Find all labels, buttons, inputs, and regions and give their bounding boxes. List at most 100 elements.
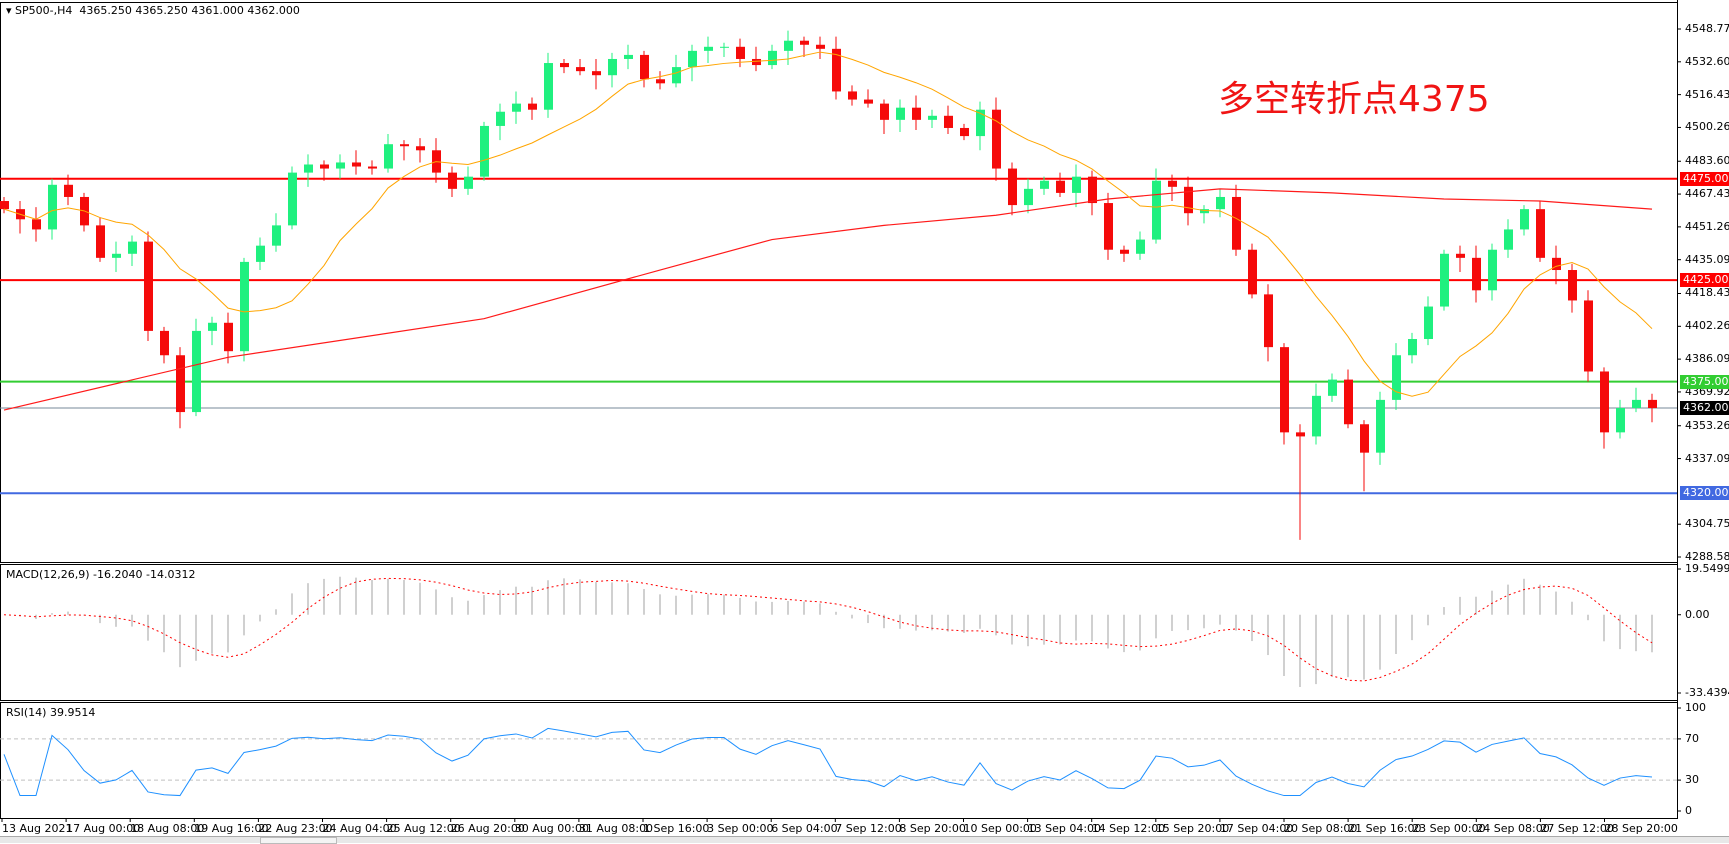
candle-bear — [880, 103, 889, 120]
price-tick-label: 4532.600 — [1685, 54, 1729, 68]
rsi-axis-label: 100 — [1685, 701, 1706, 714]
macd-label: MACD(12,26,9) -16.2040 -14.0312 — [6, 568, 196, 581]
chart-title: ▾ SP500-,H4 4365.250 4365.250 4361.000 4… — [6, 4, 300, 17]
macd-panel — [0, 564, 1678, 701]
candle-bear — [1056, 180, 1065, 193]
candle-bull — [48, 184, 57, 230]
candle-bull — [1200, 209, 1209, 214]
candle-bull — [688, 50, 697, 68]
candle-bear — [1360, 424, 1369, 453]
candle-bear — [576, 67, 585, 72]
price-tick-label: 4435.090 — [1685, 252, 1729, 266]
candle-bull — [240, 261, 249, 352]
time-axis-label: 13 Sep 04:00 — [1027, 822, 1102, 835]
candle-bear — [416, 146, 425, 151]
scrollbar-thumb[interactable] — [260, 837, 337, 844]
annotation-text: 多空转折点4375 — [1218, 79, 1490, 120]
candle-bear — [640, 54, 649, 80]
candle-bull — [1440, 253, 1449, 307]
candle-bull — [496, 111, 505, 126]
level-tag-4425: 4425.000 — [1680, 273, 1729, 288]
candle-bull — [704, 46, 713, 51]
candle-bull — [720, 46, 729, 48]
time-axis-label: 22 Aug 23:00 — [258, 822, 333, 835]
candle-bear — [528, 103, 537, 110]
price-tick-label: 4288.580 — [1685, 550, 1729, 563]
time-axis-label: 23 Sep 00:00 — [1412, 822, 1486, 835]
candle-bull — [512, 103, 521, 112]
candle-bull — [976, 109, 985, 137]
time-axis-label: 27 Sep 12:00 — [1540, 822, 1614, 835]
candle-bear — [912, 107, 921, 120]
candle-bull — [1520, 209, 1529, 230]
price-tick-label: 4548.770 — [1685, 22, 1729, 35]
time-axis-label: 15 Sep 20:00 — [1155, 822, 1230, 835]
candle-bear — [224, 322, 233, 352]
candle-bear — [816, 44, 825, 49]
candle-bear — [800, 40, 809, 45]
macd-axis-label: -33.4394 — [1685, 686, 1729, 699]
candle-bear — [1296, 432, 1305, 437]
candle-bull — [288, 172, 297, 226]
candle-bear — [848, 91, 857, 100]
time-axis-label: 10 Sep 00:00 — [963, 822, 1037, 835]
candle-bull — [1024, 188, 1033, 206]
candle-bull — [928, 115, 937, 120]
candle-bear — [1104, 203, 1113, 250]
candle-bull — [768, 50, 777, 66]
candle-bear — [1536, 209, 1545, 258]
candle-bull — [128, 241, 137, 254]
price-tick-label: 4483.600 — [1685, 154, 1729, 168]
candle-bear — [176, 355, 185, 413]
candle-bull — [1632, 399, 1641, 409]
time-axis-label: 24 Sep 08:00 — [1476, 822, 1550, 835]
candle-bear — [448, 172, 457, 189]
horizontal-scrollbar[interactable] — [0, 836, 1729, 843]
candle-bull — [624, 54, 633, 59]
time-axis-label: 7 Sep 12:00 — [835, 822, 902, 835]
ohlc-readout: 4365.250 4365.250 4361.000 4362.000 — [79, 4, 300, 17]
candle-bear — [1552, 257, 1561, 271]
candle-bull — [608, 58, 617, 76]
rsi-label: RSI(14) 39.9514 — [6, 706, 96, 719]
candle-bull — [1040, 180, 1049, 189]
candle-bull — [1072, 176, 1081, 193]
candle-bear — [64, 184, 73, 197]
candle-bear — [560, 63, 569, 68]
candle-bull — [464, 176, 473, 189]
price-tick-label: 4451.260 — [1685, 219, 1729, 233]
candle-bull — [1328, 379, 1337, 396]
candle-bull — [272, 225, 281, 246]
time-axis-label: 26 Aug 20:00 — [450, 822, 525, 835]
candle-bear — [832, 48, 841, 92]
ma-fast-line — [3, 51, 1653, 397]
candle-bull — [192, 330, 201, 413]
candle-bear — [320, 164, 329, 169]
candle-bear — [160, 330, 169, 356]
time-axis-label: 17 Aug 00:00 — [66, 822, 141, 835]
candle-bear — [400, 144, 409, 147]
candle-bull — [1216, 196, 1225, 210]
candle-bear — [1280, 347, 1289, 433]
rsi-axis-label: 30 — [1685, 773, 1699, 787]
time-axis-label: 25 Aug 12:00 — [386, 822, 461, 835]
candle-bull — [1424, 306, 1433, 340]
time-axis-label: 1 Sep 16:00 — [643, 822, 710, 835]
candle-bear — [0, 201, 9, 210]
macd-signal-line — [3, 577, 1653, 682]
macd-axis-label: 19.5499 — [1685, 562, 1729, 575]
level-tag-4375: 4375.000 — [1680, 374, 1729, 389]
price-tick-label: 4304.750 — [1685, 517, 1729, 531]
price-tick-label: 4353.260 — [1685, 418, 1729, 432]
price-tick-label: 4516.430 — [1685, 87, 1729, 101]
candle-bear — [1344, 379, 1353, 425]
candle-bull — [480, 125, 489, 177]
candle-bull — [384, 144, 393, 169]
time-axis-label: 14 Sep 12:00 — [1091, 822, 1166, 835]
candle-bull — [1616, 408, 1625, 433]
time-axis-label: 18 Aug 08:00 — [130, 822, 205, 835]
candle-bull — [784, 40, 793, 51]
rsi-axis-label: 0 — [1685, 804, 1692, 817]
candle-bear — [1456, 253, 1465, 258]
